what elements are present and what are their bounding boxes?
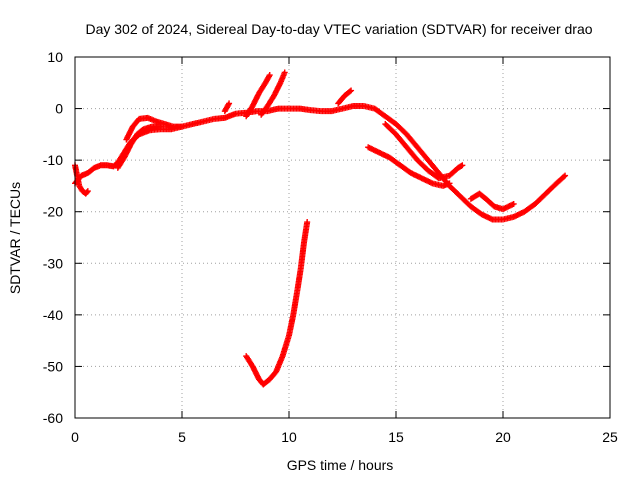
data-point (304, 219, 311, 226)
series-arc-12 (243, 219, 311, 388)
grid-layer (75, 57, 610, 418)
x-tick-label: 20 (495, 429, 511, 445)
data-point-fill (560, 173, 567, 180)
data-point (84, 188, 91, 195)
series-arc-9 (365, 144, 453, 189)
data-point (348, 87, 355, 94)
x-tick-label: 0 (71, 429, 79, 445)
series-arc-6 (243, 72, 273, 120)
data-point (281, 69, 288, 76)
plot-frame (74, 56, 611, 419)
y-tick-label: -40 (43, 307, 63, 323)
series-arc-4 (123, 114, 185, 143)
tick-layer: 0 5 10 15 20 25 -60 -50 -40 -30 -20 -10 0 10 (43, 49, 618, 445)
y-tick-label: 0 (55, 101, 63, 117)
data-point-fill (84, 188, 91, 195)
x-tick-label: 5 (178, 429, 186, 445)
series-arc-3 (114, 123, 164, 171)
y-tick-label: -10 (43, 152, 63, 168)
data-point-fill (346, 88, 353, 95)
y-tick-label: -50 (43, 358, 63, 374)
y-tick-label: 10 (47, 49, 63, 65)
chart-title: Day 302 of 2024, Sidereal Day-to-day VTE… (85, 21, 592, 37)
data-point-fill (266, 73, 273, 80)
series-arc-11 (467, 190, 517, 213)
y-axis-label: SDTVAR / TECUs (7, 182, 23, 294)
series-arc-5 (221, 100, 233, 115)
y-tick-label: -60 (43, 410, 63, 426)
y-tick-label: -20 (43, 204, 63, 220)
series-arc-7 (258, 69, 288, 118)
series-arc-10 (382, 121, 466, 182)
data-point (510, 200, 517, 207)
data-point (266, 72, 273, 79)
y-tick-label: -30 (43, 255, 63, 271)
data-point (562, 172, 569, 179)
series-arc-8 (335, 87, 355, 107)
data-point (446, 180, 453, 187)
data-layer (72, 69, 569, 388)
x-tick-label: 25 (602, 429, 618, 445)
data-point (226, 100, 233, 107)
x-tick-label: 15 (388, 429, 404, 445)
x-axis-label: GPS time / hours (287, 457, 394, 473)
data-point (459, 162, 466, 169)
data-point (179, 123, 185, 130)
data-point-fill (225, 101, 232, 108)
x-tick-label: 10 (281, 429, 297, 445)
